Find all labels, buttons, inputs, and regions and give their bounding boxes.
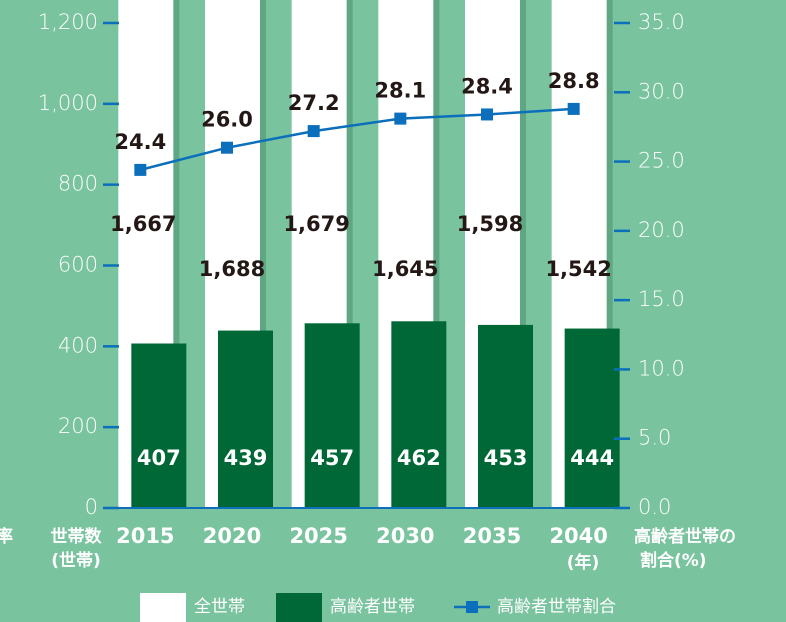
- data-label: 1,598: [457, 212, 523, 236]
- data-label: 1,645: [372, 257, 438, 281]
- data-label: 1,542: [545, 257, 611, 281]
- bar: [391, 321, 447, 508]
- line-marker: [394, 112, 407, 125]
- line-marker: [307, 125, 320, 138]
- x-tick-label: 2015: [116, 524, 174, 548]
- line-marker: [481, 108, 493, 121]
- data-label: 28.8: [548, 69, 600, 93]
- data-label: 444: [570, 446, 614, 470]
- data-label: 28.1: [374, 79, 426, 103]
- data-label: 24.4: [114, 130, 166, 154]
- y-axis-title: (世帯): [51, 550, 101, 571]
- y2-axis-title: 割合(%): [640, 550, 707, 571]
- data-label: 439: [224, 446, 268, 470]
- y2-tick-label: 5.0: [638, 426, 671, 450]
- y-tick-label: 200: [58, 414, 98, 438]
- y2-tick-label: 10.0: [638, 356, 685, 380]
- y-tick-label: 400: [58, 333, 98, 357]
- data-label: 1,688: [199, 257, 265, 281]
- bar: [304, 323, 360, 508]
- line: [140, 107, 574, 172]
- data-label: 26.0: [201, 108, 253, 132]
- y2-tick-label: 0.0: [638, 495, 671, 519]
- legend-label: 全世帯: [194, 597, 245, 617]
- y-tick-label: 600: [58, 253, 98, 277]
- data-label: 28.4: [461, 74, 513, 98]
- line-marker: [134, 163, 147, 176]
- line-marker: [221, 141, 233, 154]
- y2-axis-title: 高齢者世帯の: [634, 526, 736, 547]
- x-axis-unit: (年): [567, 552, 600, 573]
- y-tick-label: 800: [58, 172, 98, 196]
- data-label: 1,667: [110, 212, 176, 236]
- data-label: 462: [397, 446, 441, 470]
- y2-tick-label: 35.0: [638, 10, 685, 34]
- x-tick-label: 2030: [376, 524, 434, 548]
- legend-swatch: [140, 593, 186, 622]
- bar: [564, 328, 620, 508]
- data-label: 407: [137, 446, 181, 470]
- x-tick-label: 2025: [289, 524, 347, 548]
- y2-tick-label: 30.0: [638, 79, 685, 103]
- data-label: 1,679: [283, 212, 349, 236]
- y-tick-label: 1,200: [38, 10, 98, 34]
- y2-tick-label: 25.0: [638, 149, 685, 173]
- data-label: 457: [310, 446, 354, 470]
- legend-swatch: [276, 593, 322, 622]
- y-tick-label: 0: [85, 495, 98, 519]
- bar: [131, 343, 187, 508]
- x-tick-label: 2035: [463, 524, 521, 548]
- line-marker: [567, 102, 580, 115]
- data-label: 453: [484, 446, 528, 470]
- legend-label: 高齢者世帯割合: [497, 597, 616, 617]
- x-tick-label: 2020: [203, 524, 261, 548]
- y-tick-label: 1,000: [38, 91, 98, 115]
- y2-tick-label: 20.0: [638, 218, 685, 242]
- y-axis-title: 世帯数: [51, 526, 103, 547]
- data-label: 27.2: [288, 91, 340, 115]
- x-tick-label: 2040: [549, 524, 607, 548]
- legend-swatch: [466, 601, 478, 613]
- plot-area: [118, 0, 620, 509]
- left-edge-text: 率: [0, 526, 13, 547]
- bar: [478, 324, 533, 508]
- bar: [218, 330, 273, 508]
- y2-tick-label: 15.0: [638, 287, 685, 311]
- legend-label: 高齢者世帯: [330, 597, 415, 617]
